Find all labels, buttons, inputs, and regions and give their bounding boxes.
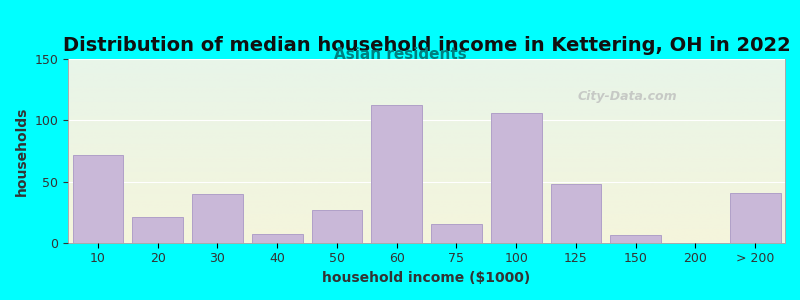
Bar	[610, 236, 661, 243]
Title: Distribution of median household income in Kettering, OH in 2022: Distribution of median household income …	[62, 36, 790, 55]
Bar	[490, 113, 542, 243]
Bar	[192, 194, 243, 243]
Bar	[252, 234, 302, 243]
Bar	[431, 224, 482, 243]
Text: City-Data.com: City-Data.com	[578, 89, 677, 103]
Bar	[730, 193, 781, 243]
Bar	[371, 105, 422, 243]
Bar	[73, 155, 123, 243]
X-axis label: household income ($1000): household income ($1000)	[322, 271, 530, 285]
Bar	[550, 184, 602, 243]
Text: Asian residents: Asian residents	[334, 46, 466, 62]
Bar	[132, 217, 183, 243]
Bar	[311, 210, 362, 243]
Y-axis label: households: households	[15, 106, 29, 196]
